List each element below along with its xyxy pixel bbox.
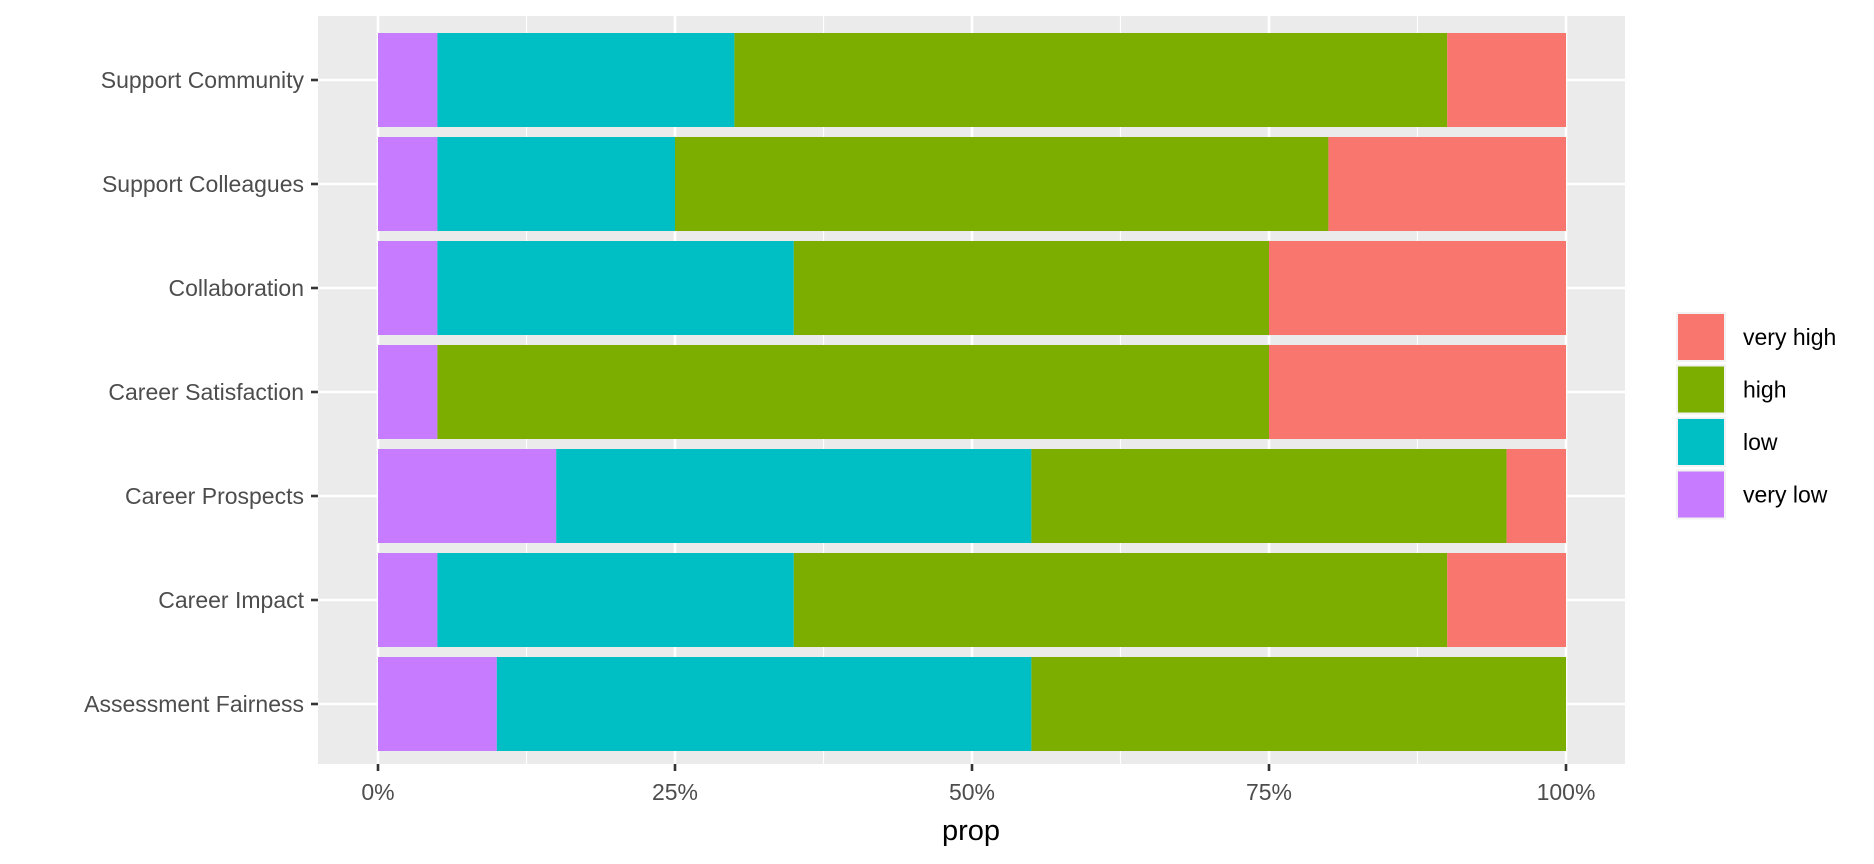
x-tick-label: 50% (949, 779, 995, 805)
bar-segment-high (1031, 657, 1566, 751)
y-tick-label: Assessment Fairness (84, 691, 304, 717)
bar-segment-very-high (1328, 137, 1566, 231)
bar-segment-low (556, 449, 1032, 543)
bars (378, 33, 1566, 751)
legend-key-low (1678, 419, 1724, 465)
bar-segment-high (1031, 449, 1507, 543)
y-tick-label: Support Colleagues (102, 171, 304, 197)
bar-segment-low (437, 33, 735, 127)
y-tick-label: Support Community (101, 67, 305, 93)
bar-segment-low (496, 657, 1032, 751)
bar-segment-very-high (1506, 449, 1566, 543)
bar-segment-high (734, 33, 1448, 127)
y-tick-label: Career Satisfaction (108, 379, 304, 405)
bar-segment-very-low (378, 449, 557, 543)
legend-label-low: low (1743, 429, 1778, 455)
legend-label-very-low: very low (1743, 482, 1828, 508)
x-axis-title: prop (942, 815, 1000, 847)
bar-segment-very-high (1447, 553, 1566, 647)
bar-segment-very-low (378, 241, 438, 335)
bar-segment-very-high (1447, 33, 1566, 127)
legend-label-very-high: very high (1743, 324, 1836, 350)
bar-segment-low (437, 553, 794, 647)
bar-segment-low (437, 137, 675, 231)
x-tick-label: 0% (361, 779, 394, 805)
legend-key-very-low (1678, 471, 1724, 518)
y-axis: Support Community Support Colleagues Colla… (84, 67, 318, 717)
x-tick-label: 25% (652, 779, 698, 805)
bar-segment-low (437, 241, 794, 335)
y-tick-label: Career Impact (158, 587, 304, 613)
x-axis: 0% 25% 50% 75% 100% (361, 764, 1595, 805)
legend-key-high (1678, 366, 1724, 413)
bar-segment-high (437, 345, 1269, 439)
y-tick-label: Collaboration (168, 275, 304, 301)
y-tick-label: Career Prospects (125, 483, 304, 509)
bar-segment-very-high (1269, 345, 1566, 439)
legend-label-high: high (1743, 377, 1786, 403)
x-tick-label: 100% (1537, 779, 1596, 805)
legend: very high high low very low (1676, 312, 1836, 520)
bar-segment-high (793, 241, 1269, 335)
bar-segment-very-low (378, 345, 438, 439)
bar-segment-very-low (378, 33, 438, 127)
bar-segment-very-low (378, 137, 438, 231)
x-tick-label: 75% (1246, 779, 1292, 805)
bar-segment-high (793, 553, 1448, 647)
bar-segment-very-high (1269, 241, 1566, 335)
legend-key-very-high (1678, 314, 1724, 360)
bar-segment-very-low (378, 553, 438, 647)
bar-segment-high (675, 137, 1329, 231)
bar-segment-very-low (378, 657, 497, 751)
